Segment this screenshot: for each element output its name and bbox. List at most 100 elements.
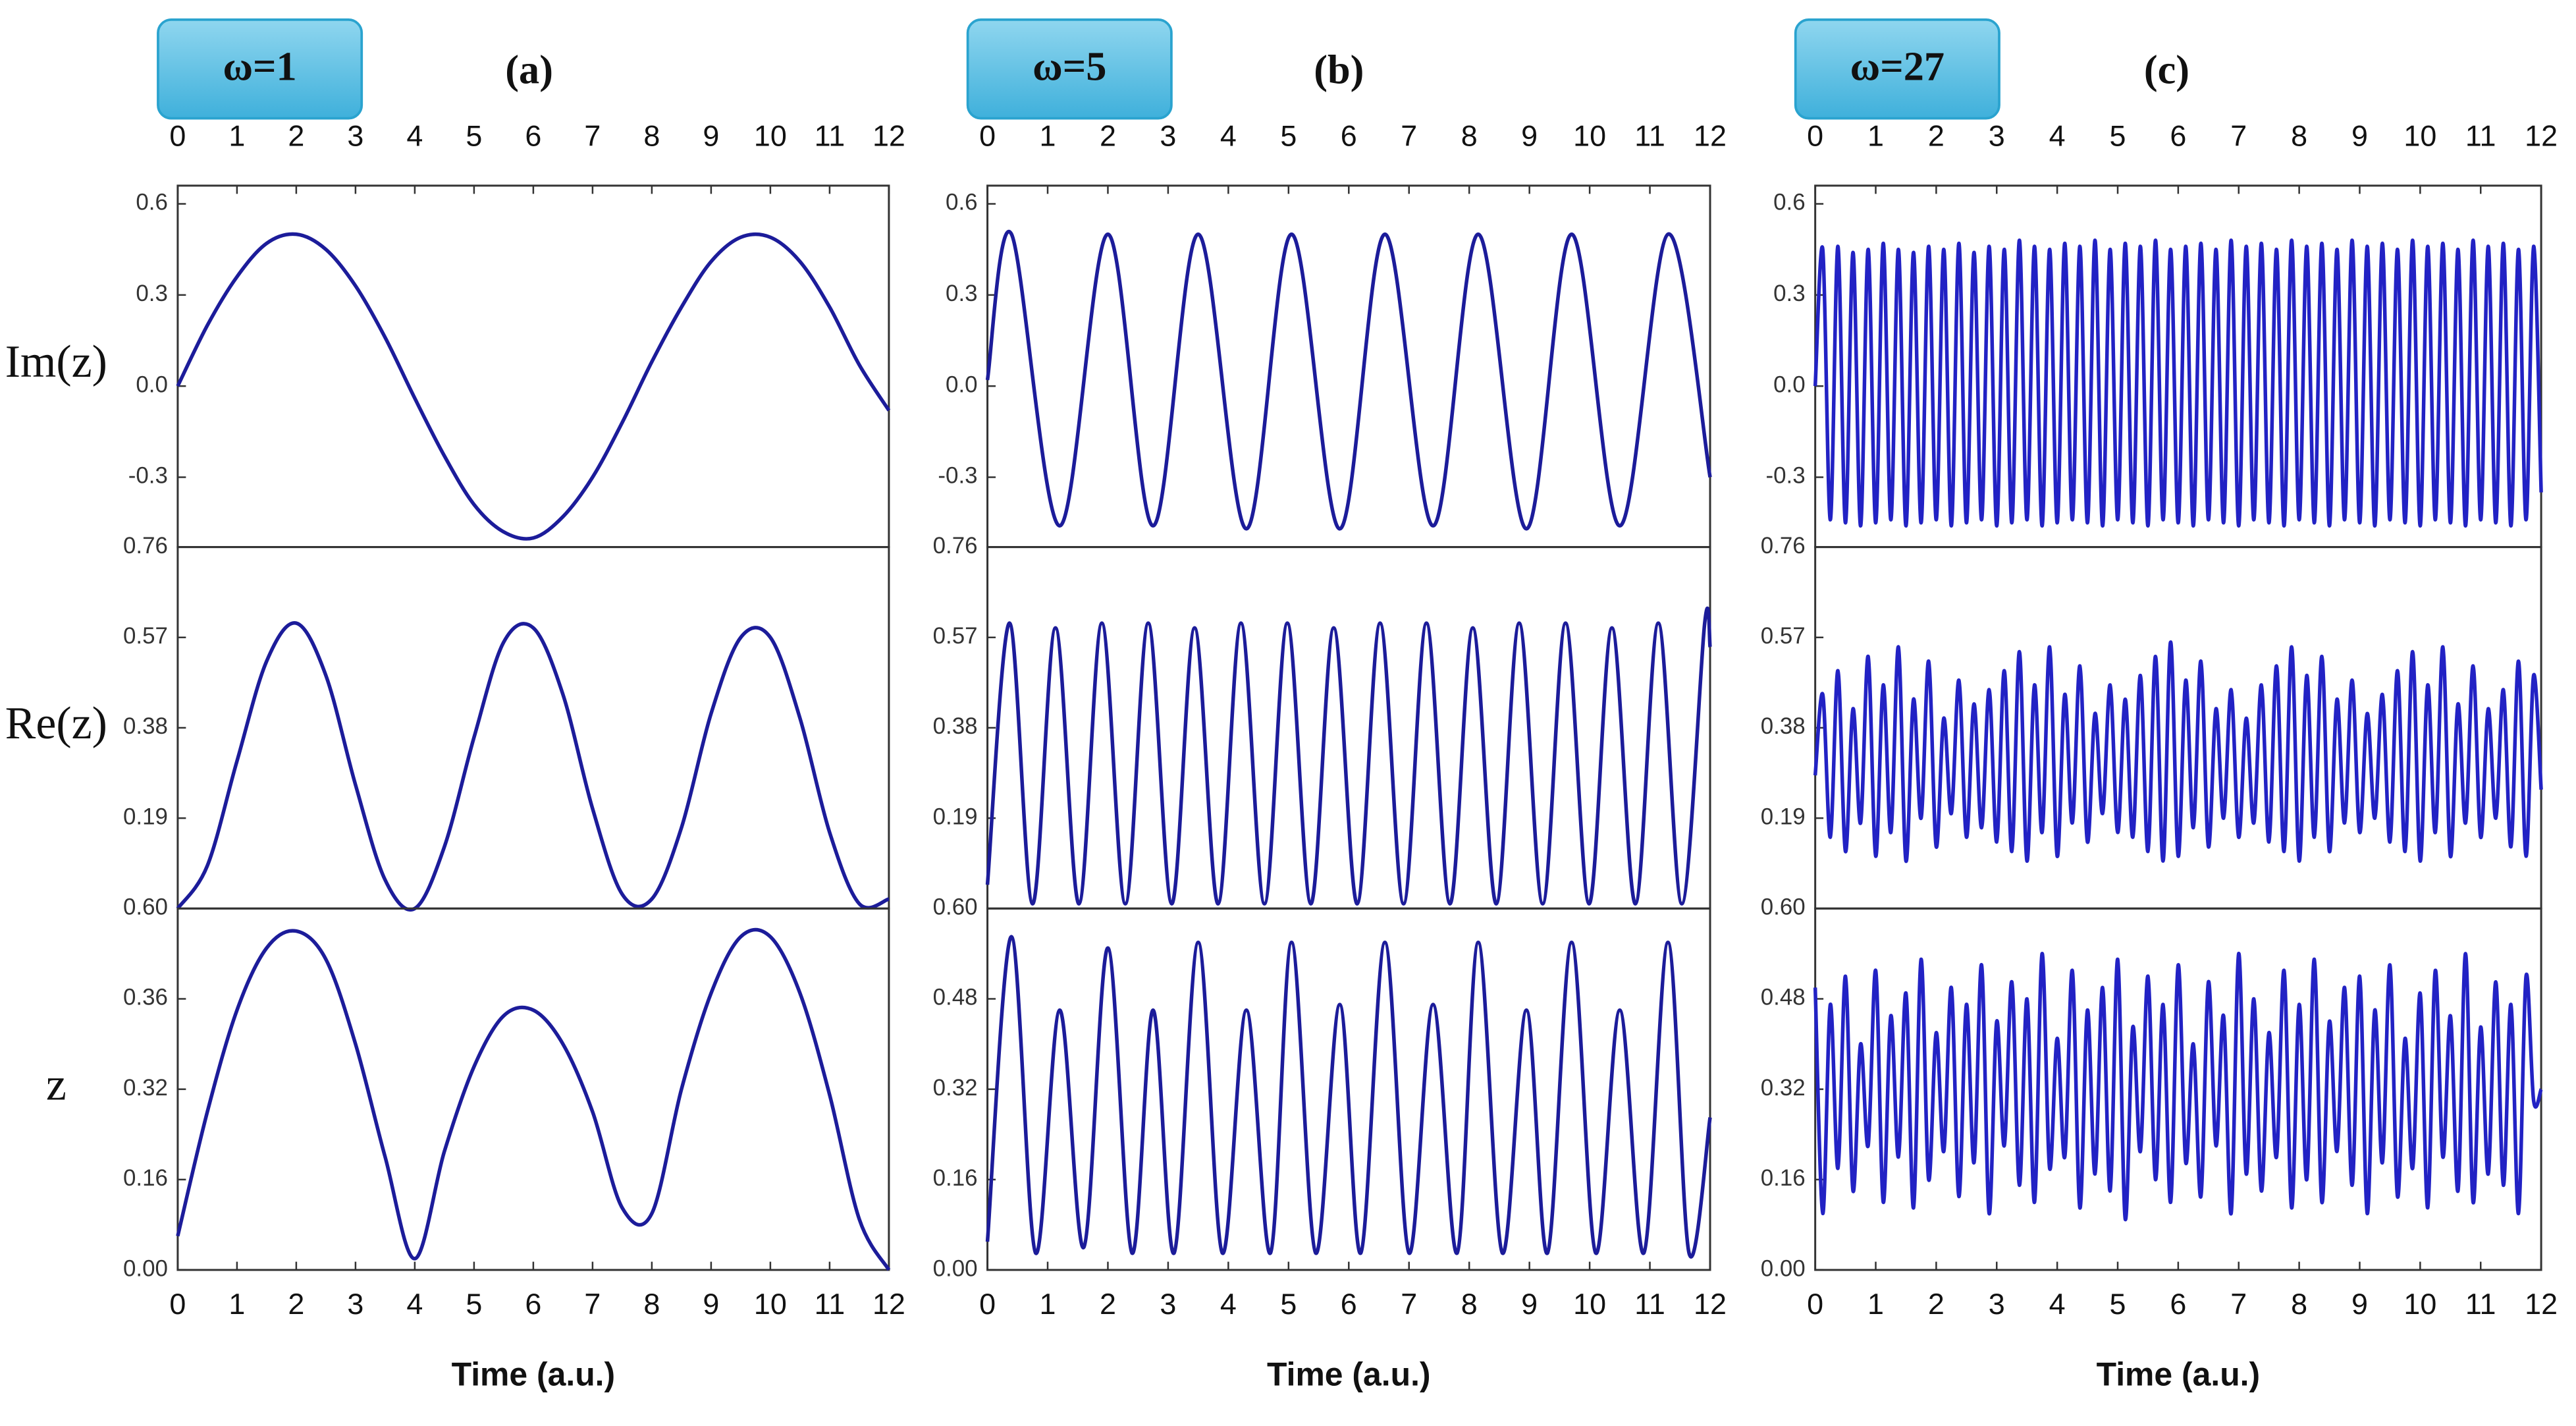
x-tick-label: 9 <box>1521 119 1538 152</box>
x-tick-label: 8 <box>1461 1287 1478 1321</box>
x-axis-label: Time (a.u.) <box>2097 1356 2261 1392</box>
y-tick-label: 0.00 <box>933 1255 978 1281</box>
y-tick-label: 0.36 <box>123 985 168 1010</box>
x-tick-label: 7 <box>1401 119 1417 152</box>
y-tick-label: 0.16 <box>1761 1165 1806 1191</box>
y-tick-label: 0.32 <box>933 1075 978 1101</box>
x-tick-label: 5 <box>466 119 482 152</box>
panel-title: ω=1 <box>223 44 296 90</box>
x-tick-label: 1 <box>1040 1287 1056 1321</box>
panel-label: (c) <box>2144 47 2189 93</box>
x-tick-label: 8 <box>2291 1287 2307 1321</box>
panel-label: (a) <box>505 47 553 93</box>
x-tick-label: 0 <box>1807 1287 1823 1321</box>
x-tick-label: 6 <box>2170 1287 2186 1321</box>
y-tick-label: 0.3 <box>136 281 168 306</box>
x-tick-label: 0 <box>979 1287 996 1321</box>
x-tick-label: 6 <box>1341 119 1357 152</box>
y-tick-label: -0.3 <box>1766 463 1806 489</box>
x-tick-label: 6 <box>2170 119 2186 152</box>
x-tick-label: 10 <box>2403 1287 2436 1321</box>
data-line <box>176 232 891 541</box>
x-tick-label: 1 <box>228 119 245 152</box>
x-tick-label: 0 <box>169 1287 186 1321</box>
x-tick-label: 7 <box>584 119 601 152</box>
y-tick-label: 0.3 <box>946 281 978 306</box>
x-tick-label: 5 <box>2110 119 2126 152</box>
panel-label: (b) <box>1314 47 1364 93</box>
x-tick-label: 12 <box>2525 1287 2558 1321</box>
y-tick-label: 0.76 <box>1761 533 1806 559</box>
x-tick-label: 2 <box>1928 119 1945 152</box>
x-tick-label: 3 <box>347 119 363 152</box>
panel-title: ω=27 <box>1850 44 1945 90</box>
x-tick-label: 8 <box>1461 119 1478 152</box>
x-tick-label: 0 <box>1807 119 1823 152</box>
data-line <box>1813 238 2543 528</box>
x-tick-label: 5 <box>2110 1287 2126 1321</box>
y-tick-label: 0.57 <box>123 623 168 649</box>
x-axis-label: Time (a.u.) <box>1267 1356 1431 1392</box>
panel-title: ω=5 <box>1033 44 1106 90</box>
x-tick-label: 9 <box>703 1287 719 1321</box>
y-tick-label: 0.32 <box>1761 1075 1806 1101</box>
y-tick-label: 0.38 <box>123 713 168 739</box>
x-tick-label: 10 <box>1573 119 1606 152</box>
x-tick-label: 9 <box>703 119 719 152</box>
x-tick-label: 1 <box>1040 119 1056 152</box>
x-tick-label: 9 <box>1521 1287 1538 1321</box>
x-tick-label: 11 <box>1634 1287 1665 1321</box>
y-axis-label: z <box>46 1060 67 1111</box>
x-tick-label: 10 <box>2403 119 2436 152</box>
x-tick-label: 4 <box>1220 119 1237 152</box>
x-tick-label: 11 <box>815 119 845 152</box>
x-tick-label: 2 <box>1928 1287 1945 1321</box>
y-tick-label: 0.00 <box>123 1255 168 1281</box>
title-box <box>1794 18 2000 120</box>
title-box <box>966 18 1173 120</box>
x-tick-label: 4 <box>2049 1287 2066 1321</box>
x-tick-label: 2 <box>288 119 304 152</box>
x-tick-label: 3 <box>1160 119 1176 152</box>
x-axis-label: Time (a.u.) <box>452 1356 616 1392</box>
x-tick-label: 9 <box>2351 119 2368 152</box>
y-tick-label: 0.32 <box>123 1075 168 1101</box>
x-tick-label: 4 <box>1220 1287 1237 1321</box>
y-tick-label: -0.3 <box>938 463 977 489</box>
x-tick-label: 2 <box>288 1287 304 1321</box>
x-tick-label: 11 <box>2465 119 2496 152</box>
x-tick-label: 3 <box>1989 1287 2005 1321</box>
x-tick-label: 8 <box>2291 119 2307 152</box>
y-tick-label: 0.19 <box>1761 804 1806 829</box>
y-tick-label: 0.60 <box>1761 894 1806 920</box>
data-line <box>985 606 1712 906</box>
x-tick-label: 7 <box>2230 1287 2247 1321</box>
x-tick-label: 11 <box>2465 1287 2496 1321</box>
x-tick-label: 3 <box>1989 119 2005 152</box>
x-tick-label: 2 <box>1100 119 1116 152</box>
y-tick-label: 0.19 <box>123 804 168 829</box>
y-tick-label: 0.0 <box>946 371 978 397</box>
y-tick-label: 0.6 <box>946 190 978 215</box>
y-tick-label: 0.38 <box>1761 713 1806 739</box>
x-tick-label: 11 <box>1634 119 1665 152</box>
x-tick-label: 7 <box>584 1287 601 1321</box>
data-line <box>1813 952 2543 1221</box>
x-tick-label: 6 <box>1341 1287 1357 1321</box>
y-tick-label: 0.60 <box>933 894 978 920</box>
x-tick-label: 11 <box>815 1287 845 1321</box>
x-tick-label: 10 <box>754 1287 787 1321</box>
x-tick-label: 6 <box>525 1287 541 1321</box>
y-tick-label: 0.38 <box>933 713 978 739</box>
data-line <box>176 621 890 912</box>
data-line <box>176 927 891 1271</box>
x-tick-label: 5 <box>1280 1287 1297 1321</box>
y-tick-label: 0.0 <box>136 371 168 397</box>
y-axis-label: Im(z) <box>5 337 107 387</box>
x-tick-label: 5 <box>466 1287 482 1321</box>
y-tick-label: 0.76 <box>123 533 168 559</box>
y-tick-label: 0.0 <box>1773 371 1806 397</box>
y-tick-label: 0.16 <box>933 1165 978 1191</box>
title-box <box>157 18 363 120</box>
y-tick-label: 0.6 <box>136 190 168 215</box>
